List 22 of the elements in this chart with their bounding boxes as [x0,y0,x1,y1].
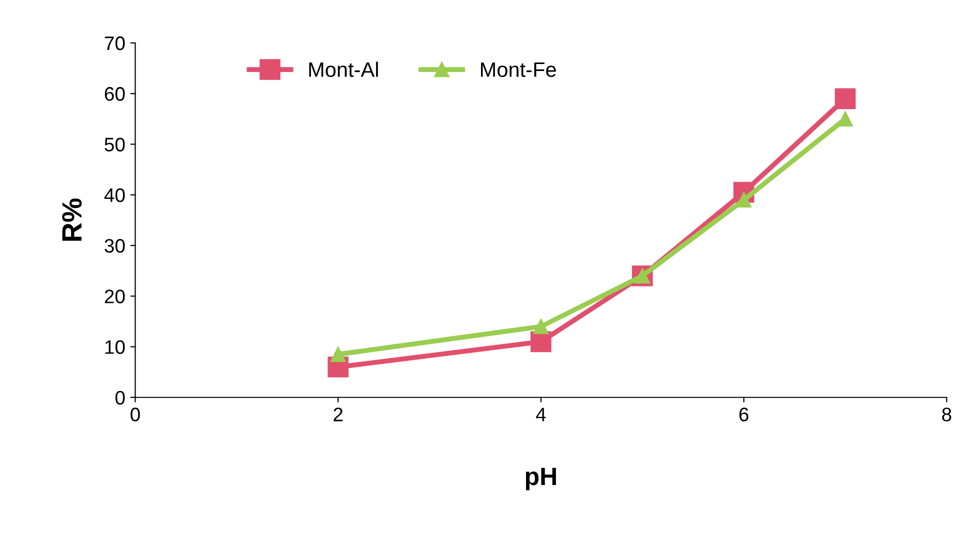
legend-label: Mont-Al [309,62,378,78]
y-tick-label: 50 [104,138,125,152]
x-tick-label: 8 [942,408,952,422]
y-tick-label: 0 [115,390,125,405]
x-tick-label: 2 [334,408,343,422]
y-tick-label: 60 [104,87,125,101]
x-tick-label: 4 [536,408,546,422]
point [533,318,549,334]
y-axis-title: R% [62,198,82,241]
point [834,88,856,110]
x-axis-title: pH [526,468,556,490]
point [838,111,853,127]
legend-label: Mont-Fe [481,62,556,78]
y-tick-label: 10 [105,340,125,354]
x-tick-label: 0 [130,408,140,422]
y-tick-label: 20 [104,290,125,304]
y-tick-label: 30 [104,238,125,253]
point [330,346,346,362]
y-tick-label: 70 [104,36,125,50]
y-tick-label: 40 [104,188,125,202]
x-tick-label: 6 [739,408,748,422]
point [530,331,552,352]
